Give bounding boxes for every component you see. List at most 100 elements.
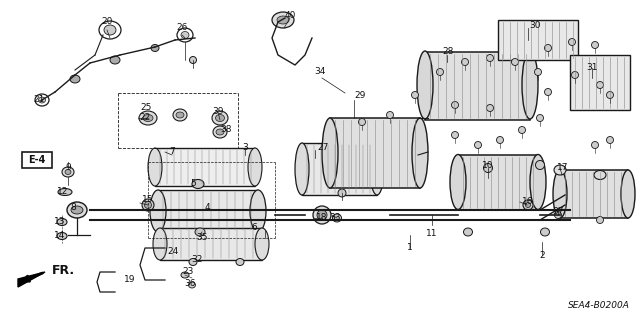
Text: 2: 2: [539, 250, 545, 259]
Ellipse shape: [189, 258, 197, 265]
Ellipse shape: [216, 129, 224, 135]
Text: 22: 22: [140, 114, 150, 122]
Ellipse shape: [181, 272, 189, 278]
FancyBboxPatch shape: [458, 155, 538, 210]
Ellipse shape: [322, 118, 338, 188]
Text: 15: 15: [142, 196, 154, 204]
Ellipse shape: [511, 58, 518, 65]
Ellipse shape: [451, 131, 458, 138]
FancyBboxPatch shape: [498, 20, 578, 60]
Text: 27: 27: [317, 144, 329, 152]
Ellipse shape: [333, 214, 342, 222]
Text: 12: 12: [58, 188, 68, 197]
Text: 8: 8: [70, 204, 76, 212]
Ellipse shape: [192, 180, 204, 189]
Ellipse shape: [99, 21, 121, 39]
FancyBboxPatch shape: [160, 228, 262, 260]
Ellipse shape: [67, 202, 87, 218]
Text: 39: 39: [212, 108, 224, 116]
Ellipse shape: [497, 137, 504, 144]
Ellipse shape: [142, 199, 154, 211]
Text: 29: 29: [355, 91, 365, 100]
Ellipse shape: [554, 165, 566, 175]
Ellipse shape: [216, 115, 225, 122]
Ellipse shape: [62, 167, 74, 177]
Ellipse shape: [541, 228, 550, 236]
Ellipse shape: [554, 211, 561, 219]
Text: 28: 28: [442, 48, 454, 56]
Text: 26: 26: [176, 24, 188, 33]
Ellipse shape: [412, 92, 419, 99]
Text: E-4: E-4: [28, 155, 45, 165]
Ellipse shape: [313, 206, 331, 224]
Text: 38: 38: [220, 125, 232, 135]
Ellipse shape: [417, 51, 433, 119]
Text: 17: 17: [557, 164, 569, 173]
FancyBboxPatch shape: [560, 170, 628, 218]
Ellipse shape: [463, 228, 472, 236]
Ellipse shape: [189, 56, 196, 63]
Text: 10: 10: [483, 160, 493, 169]
Ellipse shape: [148, 148, 162, 186]
FancyBboxPatch shape: [155, 148, 255, 186]
Ellipse shape: [277, 16, 289, 24]
Ellipse shape: [110, 56, 120, 64]
Ellipse shape: [553, 170, 567, 218]
Ellipse shape: [173, 109, 187, 121]
Ellipse shape: [248, 148, 262, 186]
Text: 1: 1: [407, 243, 413, 253]
FancyBboxPatch shape: [22, 152, 52, 168]
Ellipse shape: [545, 44, 552, 51]
Text: SEA4-B0200A: SEA4-B0200A: [568, 301, 630, 310]
Text: 34: 34: [314, 68, 326, 77]
Ellipse shape: [474, 142, 481, 149]
Text: 14: 14: [54, 232, 66, 241]
Ellipse shape: [255, 228, 269, 260]
Ellipse shape: [58, 189, 72, 196]
Ellipse shape: [607, 137, 614, 144]
Text: 36: 36: [184, 278, 196, 287]
Ellipse shape: [591, 142, 598, 149]
Text: 25: 25: [140, 103, 152, 113]
Ellipse shape: [621, 170, 635, 218]
Text: 35: 35: [196, 234, 208, 242]
Ellipse shape: [358, 118, 365, 125]
Ellipse shape: [57, 233, 67, 240]
Text: 5: 5: [190, 180, 196, 189]
Ellipse shape: [176, 112, 184, 118]
Ellipse shape: [523, 200, 533, 210]
Ellipse shape: [607, 92, 614, 99]
Ellipse shape: [317, 210, 327, 220]
Ellipse shape: [156, 249, 164, 256]
Ellipse shape: [572, 71, 579, 78]
Ellipse shape: [38, 97, 45, 103]
Ellipse shape: [70, 75, 80, 83]
Ellipse shape: [250, 190, 266, 232]
Ellipse shape: [591, 41, 598, 48]
Ellipse shape: [530, 154, 546, 210]
Ellipse shape: [139, 111, 157, 125]
Text: 31: 31: [586, 63, 598, 72]
Ellipse shape: [451, 101, 458, 108]
Ellipse shape: [145, 202, 152, 209]
Text: 19: 19: [124, 276, 136, 285]
Ellipse shape: [568, 39, 575, 46]
Ellipse shape: [151, 44, 159, 51]
Ellipse shape: [143, 115, 153, 122]
Text: 32: 32: [191, 256, 203, 264]
FancyBboxPatch shape: [570, 55, 630, 110]
FancyBboxPatch shape: [425, 52, 530, 120]
Text: 6: 6: [251, 224, 257, 233]
Ellipse shape: [461, 58, 468, 65]
Text: 21: 21: [33, 95, 45, 105]
Ellipse shape: [57, 219, 67, 226]
FancyBboxPatch shape: [302, 143, 377, 195]
Ellipse shape: [594, 170, 606, 180]
Ellipse shape: [213, 126, 227, 138]
Ellipse shape: [236, 258, 244, 265]
Ellipse shape: [35, 94, 49, 106]
Ellipse shape: [545, 88, 552, 95]
Text: 16: 16: [522, 197, 534, 206]
Text: 18: 18: [316, 213, 328, 222]
Ellipse shape: [483, 164, 493, 173]
